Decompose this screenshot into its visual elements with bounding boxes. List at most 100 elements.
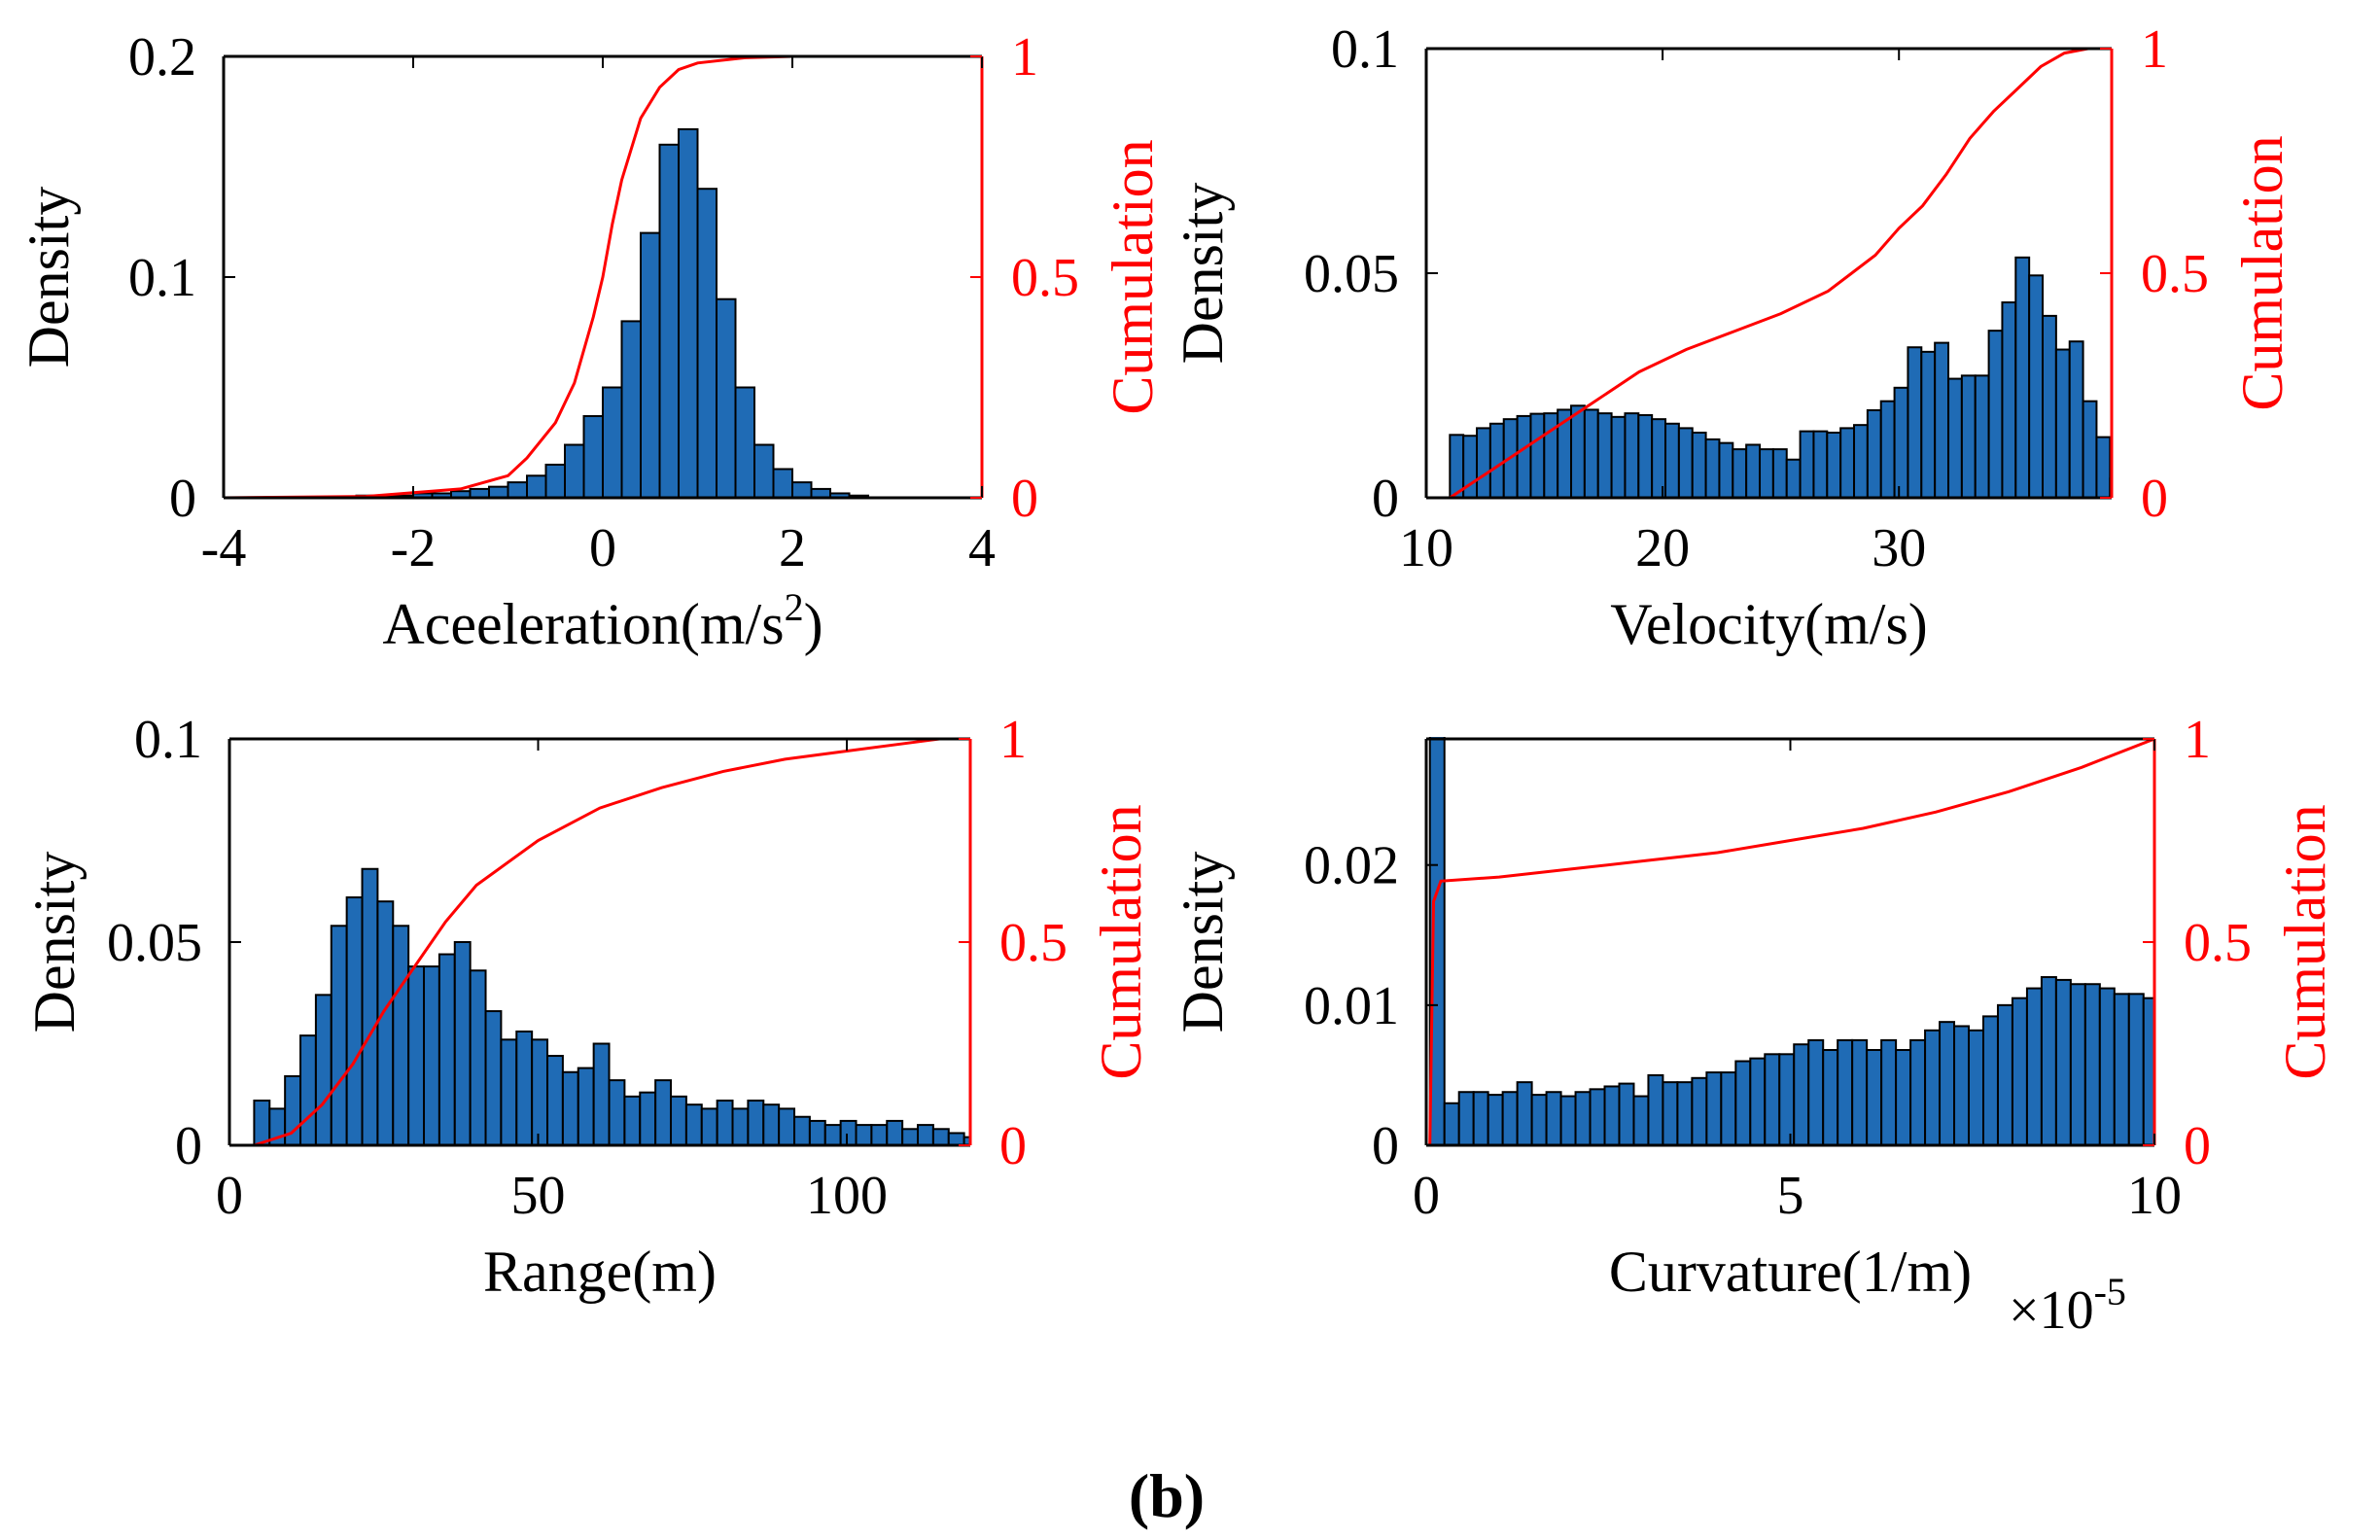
histogram-bar <box>2014 256 2031 498</box>
histogram-bar <box>731 1107 750 1145</box>
histogram-bar <box>639 1091 657 1145</box>
histogram-bar <box>793 1115 811 1145</box>
histogram-bar <box>392 925 410 1145</box>
y-right-tick-label: 1 <box>2141 19 2168 80</box>
bars <box>253 867 970 1145</box>
histogram-bar <box>1476 427 1491 498</box>
histogram-bar <box>314 994 332 1145</box>
histogram-bar <box>1987 330 2004 498</box>
histogram-bar <box>1632 1095 1650 1145</box>
x-tick-label: 10 <box>1399 518 1453 578</box>
histogram-bar <box>1529 412 1546 498</box>
y-right-tick-label: 1 <box>2184 710 2211 770</box>
histogram-bar <box>762 1103 781 1145</box>
histogram-bar <box>592 1042 611 1145</box>
histogram-bar <box>1676 1081 1694 1145</box>
histogram-bar <box>361 867 379 1145</box>
histogram-bar <box>1793 1043 1810 1145</box>
y-right-tick-label: 0 <box>2184 1116 2211 1176</box>
histogram-bar <box>2042 314 2057 498</box>
histogram-bar <box>870 1124 889 1145</box>
histogram-bar <box>1516 1081 1533 1145</box>
histogram-bar <box>1662 1081 1679 1145</box>
histogram-bar <box>1516 414 1532 498</box>
y-tick-label: 0.1 <box>134 710 202 770</box>
histogram-bar <box>1893 386 1909 498</box>
histogram-bar <box>1428 737 1446 1145</box>
bars <box>1449 256 2112 498</box>
histogram-bar <box>1799 430 1815 498</box>
y-tick-label: 0.2 <box>128 27 196 88</box>
histogram-bar <box>658 143 680 498</box>
histogram-bar <box>1785 458 1802 498</box>
y-right-tick-label: 0 <box>2141 469 2168 529</box>
y-tick-label: 0.05 <box>1304 244 1399 304</box>
x-axis-label: Aceeleration(m/s2) <box>382 585 822 656</box>
histogram-bar <box>1895 1048 1912 1145</box>
histogram-bar <box>1771 448 1788 498</box>
x-tick-label: 20 <box>1635 518 1690 578</box>
histogram-bar <box>407 965 426 1145</box>
histogram-bar <box>931 1128 950 1145</box>
histogram-bar <box>1583 408 1599 498</box>
y-tick-label: 0 <box>1372 1116 1399 1176</box>
histogram-bar <box>1981 1015 1999 1145</box>
y-tick-label: 0.1 <box>1331 19 1399 80</box>
histogram-bar <box>2082 400 2098 498</box>
histogram-bar <box>772 468 793 498</box>
histogram-bar <box>1974 374 1990 498</box>
y-right-tick-label: 1 <box>999 710 1027 770</box>
x-tick-label: -2 <box>391 518 437 578</box>
histogram-bar <box>2028 274 2045 498</box>
x-tick-label: 2 <box>779 518 806 578</box>
x-tick-label: 100 <box>806 1166 888 1226</box>
histogram-bar <box>1807 1038 1825 1145</box>
histogram-bar <box>1826 432 1842 498</box>
histogram-bar <box>1759 448 1774 498</box>
histogram-bar <box>1907 346 1923 498</box>
histogram-bar <box>1996 1003 2013 1145</box>
histogram-bar <box>1664 422 1680 498</box>
histogram-bar <box>531 1038 549 1145</box>
x-tick-label: 4 <box>968 518 996 578</box>
y-tick-label: 0 <box>169 469 196 529</box>
histogram-bar <box>546 1055 564 1145</box>
y-tick-label: 0.01 <box>1304 976 1399 1036</box>
histogram-bar <box>345 896 364 1145</box>
y-axis-label: Density <box>1171 183 1235 365</box>
histogram-bar <box>1705 1071 1723 1145</box>
x-tick-label: -4 <box>201 518 247 578</box>
histogram-bar <box>1449 434 1465 498</box>
histogram-bar <box>716 1100 734 1145</box>
histogram-bar <box>299 1034 317 1145</box>
cumulation-line <box>1428 737 2155 1146</box>
histogram-bar <box>1924 1029 1942 1145</box>
histogram-bar <box>670 1095 687 1145</box>
histogram-bar <box>500 1038 518 1145</box>
histogram-bar <box>2011 997 2028 1145</box>
histogram-bar <box>1443 1102 1460 1145</box>
y-tick-label: 0.1 <box>128 248 196 308</box>
histogram-bar <box>1718 441 1734 498</box>
histogram-bar <box>484 1010 503 1145</box>
x-tick-label: 0 <box>216 1166 243 1226</box>
histogram-bar <box>1839 427 1856 498</box>
histogram-bar <box>2158 1012 2173 1145</box>
histogram-bar <box>1488 422 1505 498</box>
histogram-bar <box>1947 377 1963 498</box>
histogram-bar <box>886 1119 904 1145</box>
histogram-bar <box>1812 430 1829 498</box>
histogram-bar <box>747 1100 765 1145</box>
histogram-bar <box>1704 438 1721 498</box>
histogram-bar <box>640 231 661 498</box>
histogram-bar <box>1610 415 1627 498</box>
histogram-bar <box>1778 1053 1796 1145</box>
y-tick-label: 0.05 <box>107 913 202 973</box>
histogram-bar <box>808 1119 826 1145</box>
x-tick-label: 0 <box>1413 1166 1440 1226</box>
histogram-bar <box>1866 408 1882 498</box>
histogram-bar <box>515 1030 534 1145</box>
histogram-bar <box>1545 1091 1562 1145</box>
histogram-bar <box>376 900 395 1145</box>
